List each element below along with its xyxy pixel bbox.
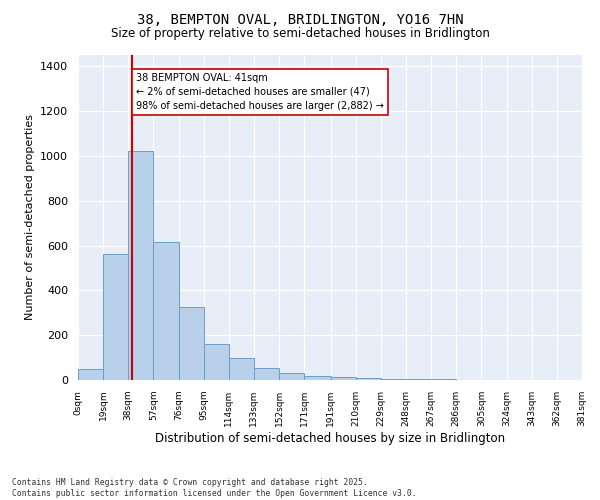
Bar [154, 242, 179, 380]
Bar [279, 374, 304, 380]
Bar [179, 307, 203, 380]
Bar [103, 254, 128, 380]
Bar [229, 358, 254, 380]
Bar [128, 152, 154, 380]
X-axis label: Distribution of semi-detached houses by size in Bridlington: Distribution of semi-detached houses by … [155, 432, 505, 444]
Bar [381, 379, 406, 380]
Bar [254, 368, 279, 380]
Text: 38, BEMPTON OVAL, BRIDLINGTON, YO16 7HN: 38, BEMPTON OVAL, BRIDLINGTON, YO16 7HN [137, 12, 463, 26]
Bar [331, 376, 356, 380]
Text: Contains HM Land Registry data © Crown copyright and database right 2025.
Contai: Contains HM Land Registry data © Crown c… [12, 478, 416, 498]
Bar [356, 378, 381, 380]
Text: 38 BEMPTON OVAL: 41sqm
← 2% of semi-detached houses are smaller (47)
98% of semi: 38 BEMPTON OVAL: 41sqm ← 2% of semi-deta… [136, 73, 384, 111]
Bar [304, 376, 331, 380]
Text: Size of property relative to semi-detached houses in Bridlington: Size of property relative to semi-detach… [110, 28, 490, 40]
Y-axis label: Number of semi-detached properties: Number of semi-detached properties [25, 114, 35, 320]
Bar [78, 370, 103, 380]
Bar [203, 344, 229, 380]
